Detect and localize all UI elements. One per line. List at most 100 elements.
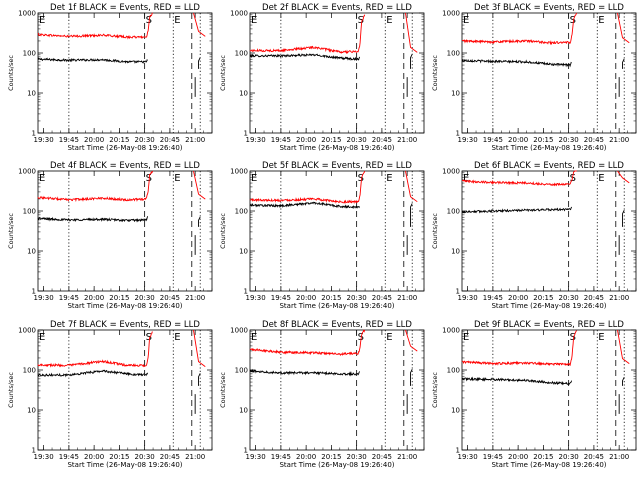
y-tick-label: 100 (235, 50, 248, 58)
x-tick-label: 21:00 (185, 453, 205, 461)
x-tick-label: 20:45 (160, 136, 180, 144)
y-axis-label: Counts/sec (7, 372, 15, 408)
lld-recovery (617, 170, 630, 184)
x-tick-label: 20:45 (160, 453, 180, 461)
lld-recovery (405, 170, 418, 203)
plot-frame (37, 12, 213, 134)
x-tick-label: 19:45 (59, 453, 79, 461)
panel-title: Det 7f BLACK = Events, RED = LLD (50, 320, 200, 330)
marker-S: S (570, 332, 576, 343)
marker-E-mid: E (386, 332, 392, 343)
y-tick-label: 100 (23, 208, 36, 216)
y-tick-label: 10 (27, 407, 36, 415)
marker-E-mid: E (598, 173, 604, 184)
marker-E-mid: E (386, 15, 392, 26)
marker-S: S (146, 15, 152, 26)
x-tick-label: 20:30 (135, 294, 155, 302)
events-trace (37, 369, 149, 378)
x-tick-label: 20:00 (84, 453, 104, 461)
x-tick-label: 20:45 (584, 294, 604, 302)
y-tick-label: 100 (23, 50, 36, 58)
y-tick-label: 1 (32, 130, 36, 138)
marker-S: S (146, 332, 152, 343)
marker-E-start: E (251, 173, 257, 184)
y-tick-label: 10 (451, 248, 460, 256)
y-axis-label: Counts/sec (219, 213, 227, 249)
x-tick-label: 21:00 (609, 136, 629, 144)
x-tick-label: 20:00 (296, 294, 316, 302)
x-axis-label: Start Time (26-May-08 19:26:40) (279, 461, 394, 469)
events-recovery (194, 57, 201, 97)
x-axis-label: Start Time (26-May-08 19:26:40) (67, 302, 182, 310)
y-tick-label: 1000 (18, 168, 36, 176)
x-tick-label: 20:00 (296, 453, 316, 461)
panel-det-3: Det 3f BLACK = Events, RED = LLD 1 10 100 10… (431, 3, 637, 152)
events-recovery (618, 377, 625, 414)
y-axis-label: Counts/sec (219, 55, 227, 91)
panel-title: Det 6f BLACK = Events, RED = LLD (474, 161, 624, 171)
panel-title: Det 3f BLACK = Events, RED = LLD (474, 3, 624, 13)
marker-S: S (358, 173, 364, 184)
y-tick-label: 100 (235, 367, 248, 375)
events-trace (249, 53, 361, 61)
y-tick-label: 100 (23, 367, 36, 375)
x-tick-label: 20:00 (296, 136, 316, 144)
y-tick-label: 1 (456, 447, 460, 455)
y-axis-label: Counts/sec (7, 55, 15, 91)
panel-det-1: Det 1f BLACK = Events, RED = LLD 1 10 100 10… (7, 3, 213, 152)
panel-title: Det 4f BLACK = Events, RED = LLD (50, 161, 200, 171)
y-tick-label: 10 (451, 90, 460, 98)
x-axis-label: Start Time (26-May-08 19:26:40) (491, 302, 606, 310)
x-tick-label: 19:45 (483, 453, 503, 461)
x-tick-label: 21:00 (397, 294, 417, 302)
marker-E-mid: E (598, 332, 604, 343)
y-tick-label: 10 (27, 248, 36, 256)
y-tick-label: 1 (456, 130, 460, 138)
panel-title: Det 9f BLACK = Events, RED = LLD (474, 320, 624, 330)
marker-E-start: E (39, 173, 45, 184)
lld-trace (249, 170, 366, 205)
x-tick-label: 20:15 (109, 453, 129, 461)
y-tick-label: 1000 (230, 10, 248, 18)
x-tick-label: 19:45 (59, 294, 79, 302)
x-tick-label: 20:45 (584, 136, 604, 144)
x-tick-label: 20:15 (321, 453, 341, 461)
lld-recovery (193, 170, 206, 200)
y-tick-label: 1000 (442, 168, 460, 176)
lld-trace (461, 330, 577, 367)
panel-det-9: Det 9f BLACK = Events, RED = LLD 1 10 100 10… (431, 320, 637, 469)
lld-recovery (193, 329, 206, 367)
y-tick-label: 100 (447, 50, 460, 58)
x-axis-label: Start Time (26-May-08 19:26:40) (491, 461, 606, 469)
events-recovery (618, 58, 625, 97)
x-tick-label: 20:00 (84, 294, 104, 302)
plot-frame (249, 12, 425, 134)
events-trace (461, 58, 572, 68)
x-tick-label: 20:30 (559, 294, 579, 302)
panel-title: Det 5f BLACK = Events, RED = LLD (262, 161, 412, 171)
marker-E-start: E (463, 173, 469, 184)
x-tick-label: 21:00 (185, 136, 205, 144)
marker-E-mid: E (174, 15, 180, 26)
x-tick-label: 19:45 (271, 136, 291, 144)
lld-trace (462, 12, 578, 46)
x-tick-label: 20:15 (109, 294, 129, 302)
lld-trace (461, 170, 577, 187)
y-tick-label: 1000 (18, 327, 36, 335)
marker-E-start: E (463, 15, 469, 26)
events-recovery (406, 53, 413, 97)
marker-E-start: E (39, 332, 45, 343)
plot-frame (461, 170, 637, 292)
y-tick-label: 1000 (442, 327, 460, 335)
y-axis-label: Counts/sec (7, 213, 15, 249)
x-tick-label: 19:30 (246, 294, 266, 302)
x-tick-label: 20:00 (84, 136, 104, 144)
x-tick-label: 20:45 (372, 136, 392, 144)
x-tick-label: 20:15 (321, 294, 341, 302)
y-tick-label: 1 (244, 288, 248, 296)
lld-trace (249, 329, 366, 356)
panel-det-6: Det 6f BLACK = Events, RED = LLD 1 10 100 10… (431, 161, 637, 310)
marker-E-start: E (251, 15, 257, 26)
x-tick-label: 20:30 (559, 136, 579, 144)
